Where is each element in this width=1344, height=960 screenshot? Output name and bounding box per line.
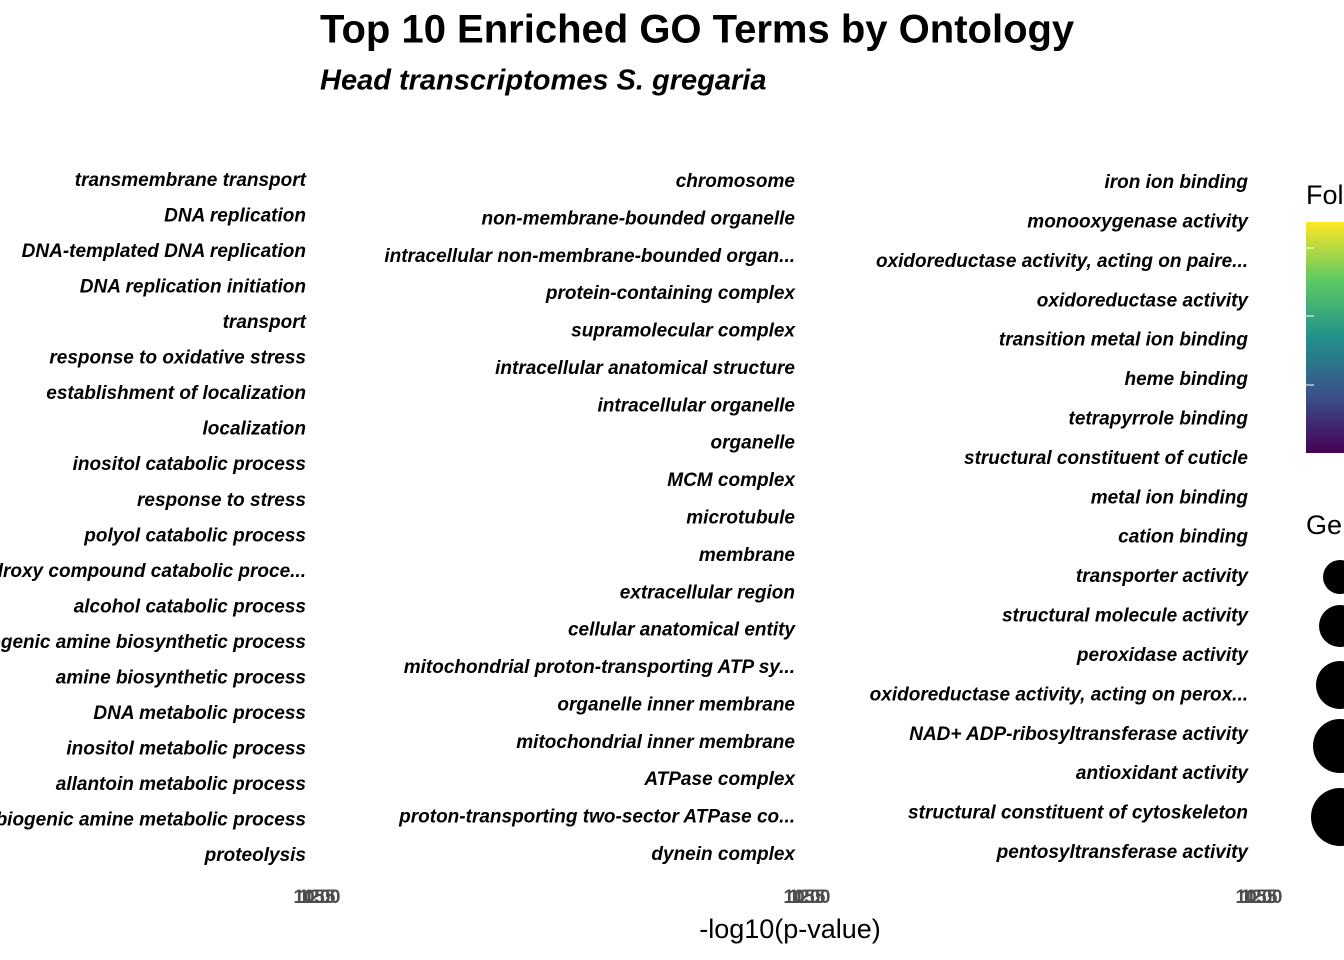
y-tick-label: chromosome (676, 171, 796, 192)
y-tick-label: heme binding (1125, 369, 1249, 390)
y-tick-label: response to oxidative stress (49, 348, 306, 369)
size-key (1323, 560, 1344, 594)
y-tick-label: inositol metabolic process (66, 738, 306, 759)
y-tick-label: pentosyltransferase activity (996, 842, 1250, 863)
y-tick-label: allantoin metabolic process (56, 774, 306, 795)
x-tick-label: 10.0 (1236, 887, 1273, 908)
chart-title: Top 10 Enriched GO Terms by Ontology (320, 8, 1075, 52)
y-tick-label: oxidoreductase activity, acting on paire… (876, 251, 1248, 272)
x-tick-label: 12.5 (299, 887, 336, 908)
x-tick-label: 12.5 (1241, 887, 1278, 908)
y-tick-label: organelle (711, 433, 796, 454)
size-key (1311, 788, 1344, 846)
y-tick-label: structural constituent of cytoskeleton (908, 803, 1248, 824)
size-key (1316, 661, 1344, 709)
y-tick-label: protein-containing complex (545, 283, 797, 304)
y-tick-label: response to stress (137, 490, 306, 511)
size-key (1319, 605, 1344, 647)
y-tick-label: iron ion binding (1104, 172, 1248, 193)
y-tick-label: organic hydroxy compound catabolic proce… (0, 561, 306, 582)
y-tick-label: cellular anatomical entity (568, 620, 796, 641)
y-tick-label: metal ion binding (1091, 487, 1249, 508)
y-tick-label: oxidoreductase activity (1037, 290, 1250, 311)
y-tick-label: DNA replication initiation (80, 277, 306, 298)
y-tick-label: amine biosynthetic process (56, 667, 306, 688)
y-tick-label: transporter activity (1076, 566, 1250, 587)
y-tick-label: DNA replication (164, 206, 306, 227)
y-tick-label: dynein complex (651, 844, 796, 865)
y-tick-label: non-membrane-bounded organelle (481, 208, 795, 229)
chart-subtitle: Head transcriptomes S. gregaria (320, 65, 766, 97)
y-tick-label: proton-transporting two-sector ATPase co… (398, 807, 795, 828)
y-tick-label: extracellular region (620, 582, 795, 603)
y-tick-label: biogenic amine metabolic process (0, 809, 306, 830)
y-tick-label: inositol catabolic process (73, 454, 306, 475)
x-axis-label: -log10(p-value) (699, 914, 881, 944)
y-tick-label: biogenic amine biosynthetic process (0, 632, 306, 653)
y-tick-label: structural constituent of cuticle (964, 448, 1248, 469)
y-tick-label: NAD+ ADP-ribosyltransferase activity (909, 724, 1249, 745)
x-tick-label: 10.0 (294, 887, 331, 908)
legend-title: Fol (1306, 180, 1344, 210)
y-tick-label: alcohol catabolic process (74, 596, 306, 617)
y-tick-label: supramolecular complex (571, 321, 796, 342)
y-tick-label: structural molecule activity (1002, 606, 1249, 627)
x-tick-label: 15.0 (794, 887, 831, 908)
colorbar (1306, 222, 1344, 453)
y-tick-label: mitochondrial proton-transporting ATP sy… (404, 657, 795, 678)
y-tick-label: ATPase complex (643, 769, 796, 790)
y-tick-label: polyol catabolic process (83, 525, 306, 546)
y-tick-label: oxidoreductase activity, acting on perox… (870, 684, 1248, 705)
y-tick-label: peroxidase activity (1076, 645, 1250, 666)
legend-title: Ge (1306, 510, 1342, 540)
x-tick-label: 15.0 (1246, 887, 1283, 908)
x-tick-label: 15.0 (304, 887, 341, 908)
y-tick-label: intracellular organelle (598, 395, 796, 416)
x-tick-label: 12.5 (789, 887, 826, 908)
y-tick-label: organelle inner membrane (557, 694, 795, 715)
y-tick-label: antioxidant activity (1076, 763, 1250, 784)
y-tick-label: tetrapyrrole binding (1069, 408, 1249, 429)
size-key (1313, 719, 1344, 773)
y-tick-label: DNA metabolic process (93, 703, 306, 724)
y-tick-label: intracellular anatomical structure (495, 358, 795, 379)
y-tick-label: localization (203, 419, 306, 440)
y-tick-label: cation binding (1118, 527, 1248, 548)
y-tick-label: DNA-templated DNA replication (22, 241, 306, 262)
y-tick-label: transport (223, 312, 307, 333)
y-tick-label: membrane (699, 545, 796, 566)
y-tick-label: transmembrane transport (75, 170, 307, 191)
x-tick-label: 10.0 (784, 887, 821, 908)
y-tick-label: proteolysis (204, 845, 306, 866)
y-tick-label: intracellular non-membrane-bounded organ… (384, 246, 795, 267)
y-tick-label: microtubule (686, 508, 795, 529)
y-tick-label: establishment of localization (46, 383, 306, 404)
y-tick-label: transition metal ion binding (999, 330, 1249, 351)
y-tick-label: MCM complex (667, 470, 796, 491)
y-tick-label: monooxygenase activity (1027, 211, 1249, 232)
y-tick-label: mitochondrial inner membrane (516, 732, 795, 753)
